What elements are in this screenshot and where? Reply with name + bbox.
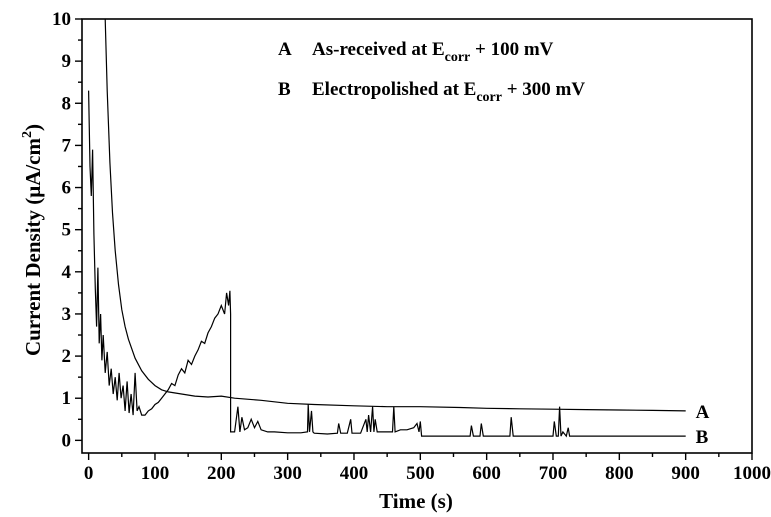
legend-key-a: A (278, 39, 292, 60)
x-axis-title: Time (s) (379, 489, 453, 513)
plot-border (81, 18, 753, 454)
series-end-label-a: A (696, 402, 710, 423)
y-axis-ticks: 0 1 2 3 4 5 6 7 8 9 10 (52, 9, 82, 451)
x-tick-label: 500 (406, 463, 435, 484)
y-tick-label: 7 (62, 135, 72, 156)
x-tick-label: 1000 (733, 463, 771, 484)
y-tick-label: 4 (62, 262, 72, 283)
plot-frame (81, 18, 753, 454)
legend: A As-received at Ecorr + 100 mV B Electr… (278, 39, 585, 105)
series-layer (88, 18, 686, 438)
series-line-a (104, 18, 686, 412)
series-line-b (88, 90, 686, 438)
y-tick-label: 9 (62, 51, 72, 72)
y-tick-label: 10 (52, 9, 71, 30)
series-end-label-b: B (696, 427, 709, 448)
x-axis-ticks: 0 100 200 300 400 500 600 700 800 900 1000 (84, 453, 771, 484)
legend-entry-a: A As-received at Ecorr + 100 mV (278, 39, 554, 65)
x-tick-label: 300 (273, 463, 302, 484)
legend-key-b: B (278, 79, 291, 100)
y-tick-label: 3 (62, 304, 72, 325)
legend-entry-b: B Electropolished at Ecorr + 300 mV (278, 79, 585, 105)
x-tick-label: 600 (472, 463, 501, 484)
legend-label-b: Electropolished at Ecorr + 300 mV (312, 79, 585, 105)
x-tick-label: 700 (539, 463, 568, 484)
legend-label-a: As-received at Ecorr + 100 mV (312, 39, 554, 65)
y-axis-title: Current Density (μA/cm2) (20, 124, 45, 356)
y-tick-label: 0 (62, 430, 72, 451)
y-tick-label: 1 (62, 388, 72, 409)
x-tick-label: 900 (671, 463, 700, 484)
y-tick-label: 6 (62, 178, 72, 199)
y-tick-label: 5 (62, 220, 72, 241)
y-tick-label: 2 (62, 346, 72, 367)
x-tick-label: 200 (207, 463, 236, 484)
x-tick-label: 400 (340, 463, 369, 484)
y-tick-label: 8 (62, 93, 72, 114)
x-tick-label: 800 (605, 463, 634, 484)
x-tick-label: 0 (84, 463, 94, 484)
x-tick-label: 100 (141, 463, 170, 484)
